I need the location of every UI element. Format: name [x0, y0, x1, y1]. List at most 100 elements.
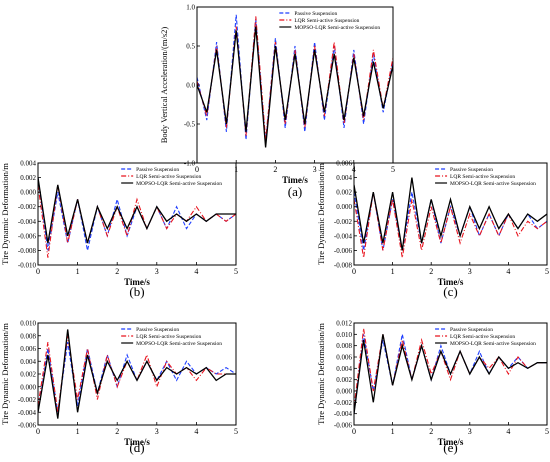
- legend-label: MOPSO-LQR Semi-active Suspension: [450, 181, 536, 187]
- legend-label: Passive Suspension: [294, 11, 337, 17]
- legend-label: LQR Semi-active Suspension: [136, 174, 201, 180]
- x-tick-label: 1: [76, 427, 80, 436]
- series-line: [354, 334, 547, 414]
- y-tick-label: -0.002: [334, 218, 353, 226]
- y-tick-label: -0.004: [18, 409, 37, 417]
- x-tick-label: 0: [36, 267, 40, 276]
- x-tick-label: 4: [506, 427, 510, 436]
- chart-panel: 0 1 2 3 4 5 0.004 0.002 0.000 -0.002 -0.004 -0.006 -…: [0, 160, 238, 300]
- plot-lines: [38, 329, 236, 419]
- y-tick-label: 0.010: [336, 331, 352, 339]
- y-tick-label: 0.004: [336, 174, 352, 182]
- y-tick-label: -0.5: [184, 121, 196, 129]
- panel-label: (b): [129, 284, 144, 299]
- series-line: [38, 342, 236, 413]
- chart-panel: 0 1 2 3 4 5 0.010 0.008 0.006 0.004 0.002 0.000 -0.0…: [0, 320, 238, 456]
- y-tick-label: -0.002: [18, 203, 37, 211]
- panel-label: (c): [443, 284, 457, 299]
- plot-lines: [197, 14, 393, 148]
- series-line: [354, 177, 547, 251]
- chart-panel: 0 1 2 3 4 5 0.006 0.004 0.002 0.000 -0.002 -0.004 -0…: [316, 160, 549, 300]
- legend-label: Passive Suspension: [136, 167, 179, 173]
- x-tick-label: 4: [194, 427, 198, 436]
- y-tick-label: -0.008: [18, 247, 37, 255]
- y-tick-label: 0.002: [336, 376, 352, 384]
- x-tick-label: 5: [391, 165, 395, 174]
- chart-panel: 0 1 2 3 4 5 0.012 0.010 0.008 0.006 0.004 0.002 0.00…: [316, 320, 549, 456]
- y-tick-label: -0.002: [334, 399, 353, 407]
- series-line: [38, 177, 236, 244]
- x-tick-label: 3: [155, 427, 159, 436]
- series-line: [38, 177, 236, 251]
- y-axis-label: Tire Dynamic Deformation/m: [0, 323, 10, 425]
- y-tick-label: 0.002: [20, 371, 36, 379]
- x-tick-label: 2: [273, 165, 277, 174]
- panel-label: (a): [288, 184, 302, 199]
- panel-label: (e): [443, 440, 457, 455]
- y-tick-label: -0.004: [18, 218, 37, 226]
- plot-lines: [354, 328, 547, 414]
- y-tick-label: 0.004: [336, 365, 352, 373]
- y-tick-label: 0.000: [336, 388, 352, 396]
- x-tick-label: 5: [545, 427, 549, 436]
- y-tick-label: -0.004: [334, 410, 353, 418]
- y-tick-label: 0.5: [186, 43, 195, 51]
- y-tick-label: 0.008: [20, 332, 36, 340]
- legend-label: Passive Suspension: [136, 327, 179, 333]
- y-tick-label: 0.002: [336, 189, 352, 197]
- y-axis-label: Tire Dynamic Deformation/m: [0, 163, 10, 265]
- x-axis-label: Time/s: [282, 175, 308, 185]
- y-axis-label: Tire Dynamic Deformation/m: [316, 163, 326, 265]
- y-tick-label: -0.010: [18, 262, 37, 270]
- x-tick-label: 2: [115, 427, 119, 436]
- y-tick-label: 0.004: [20, 160, 36, 168]
- x-tick-label: 3: [313, 165, 317, 174]
- x-tick-label: 1: [76, 267, 80, 276]
- y-axis-label: Body Vertical Acceleration/(m/s2): [159, 27, 169, 144]
- x-tick-label: 1: [391, 427, 395, 436]
- x-tick-label: 4: [506, 267, 510, 276]
- y-tick-label: 0.000: [336, 203, 352, 211]
- x-axis-label: Time/s: [438, 277, 464, 287]
- legend-label: Passive Suspension: [450, 327, 493, 333]
- y-tick-label: 0.004: [20, 358, 36, 366]
- y-tick-label: -0.006: [18, 232, 37, 240]
- plot-frame: [353, 322, 548, 426]
- y-tick-label: 0.006: [336, 160, 352, 168]
- plot-frame: [37, 162, 237, 266]
- x-tick-label: 3: [468, 427, 472, 436]
- x-axis-label: Time/s: [438, 437, 464, 447]
- plot-frame: [353, 162, 548, 266]
- plot-lines: [38, 177, 236, 258]
- x-tick-label: 4: [194, 267, 198, 276]
- y-tick-label: 0.000: [20, 189, 36, 197]
- x-tick-label: 2: [429, 427, 433, 436]
- legend-label: MOPSO-LQR Semi-active Suspension: [450, 341, 536, 347]
- y-tick-label: 0.006: [20, 345, 36, 353]
- x-tick-label: 2: [115, 267, 119, 276]
- y-tick-label: -0.006: [18, 422, 37, 430]
- x-tick-label: 0: [36, 427, 40, 436]
- x-tick-label: 3: [155, 267, 159, 276]
- x-tick-label: 1: [391, 267, 395, 276]
- plot-lines: [354, 177, 547, 258]
- x-tick-label: 3: [468, 267, 472, 276]
- legend-label: MOPSO-LQR Semi-active Suspension: [136, 181, 222, 187]
- x-tick-label: 5: [234, 427, 238, 436]
- y-tick-label: 0.000: [20, 383, 36, 391]
- y-tick-label: 0.006: [336, 354, 352, 362]
- y-tick-label: 0.002: [20, 174, 36, 182]
- y-tick-label: 0.008: [336, 342, 352, 350]
- x-tick-label: 5: [234, 267, 238, 276]
- legend-label: MOPSO-LQR Semi-active Suspension: [294, 25, 380, 31]
- x-tick-label: 0: [352, 427, 356, 436]
- legend-label: LQR Semi-active Suspension: [450, 174, 515, 180]
- y-tick-label: -0.008: [334, 262, 353, 270]
- series-line: [38, 184, 236, 258]
- y-tick-label: 1.0: [186, 4, 195, 12]
- x-axis-label: Time/s: [124, 277, 150, 287]
- y-tick-label: -0.006: [334, 247, 353, 255]
- series-line: [354, 192, 547, 258]
- legend-label: LQR Semi-active Suspension: [294, 18, 359, 24]
